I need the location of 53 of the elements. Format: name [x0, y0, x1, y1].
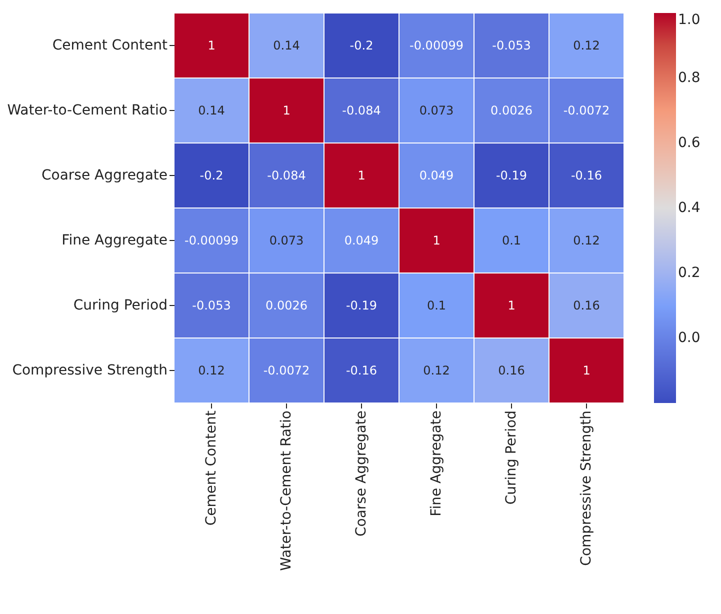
y-tick-label: Water-to-Cement Ratio	[7, 102, 168, 118]
x-tick-label: Water-to-Cement Ratio	[278, 410, 294, 571]
color-bar-label: 0.2	[678, 265, 700, 281]
color-bar-label: 1.0	[678, 12, 700, 28]
data-label: 0.0026	[490, 104, 532, 118]
data-label: -0.00099	[410, 38, 464, 52]
data-label: 0.1	[426, 298, 446, 312]
y-tick-label: Compressive Strength	[12, 362, 168, 378]
data-label: -0.084	[267, 168, 306, 182]
data-label: 0.073	[269, 234, 304, 248]
color-bar-label: 0.8	[678, 70, 700, 86]
data-label: -0.053	[492, 38, 531, 52]
data-label: 1	[282, 104, 290, 118]
color-bar-label: 0.4	[678, 200, 700, 216]
data-label: 0.14	[273, 38, 300, 52]
x-tick-label: Fine Aggregate	[428, 410, 444, 516]
data-label: -0.00099	[184, 234, 238, 248]
data-label: -0.2	[350, 38, 374, 52]
data-label: -0.053	[192, 298, 231, 312]
data-label: -0.0072	[263, 364, 310, 378]
data-label: 0.0026	[266, 298, 308, 312]
data-label: 0.12	[573, 234, 600, 248]
data-label: -0.084	[342, 104, 381, 118]
data-label: 0.16	[573, 298, 600, 312]
color-bar-label: 0.6	[678, 135, 700, 151]
data-label: 1	[582, 364, 590, 378]
data-label: 1	[208, 38, 216, 52]
x-tick-label: Curing Period	[504, 410, 520, 505]
y-tick-label: Curing Period	[73, 298, 168, 314]
data-label: -0.0072	[563, 104, 610, 118]
y-tick-label: Cement Content	[52, 38, 168, 54]
data-label: 1	[432, 234, 440, 248]
data-label: 0.12	[573, 38, 600, 52]
data-label: -0.16	[346, 364, 378, 378]
data-label: -0.19	[496, 168, 528, 182]
data-label: 0.12	[198, 364, 225, 378]
y-tick-label: Coarse Aggregate	[41, 168, 168, 184]
data-label: 0.049	[344, 234, 379, 248]
x-tick-label: Coarse Aggregate	[354, 410, 370, 537]
data-label: 0.073	[419, 104, 454, 118]
data-label: -0.19	[346, 298, 378, 312]
data-label: -0.16	[570, 168, 602, 182]
data-label: 0.12	[423, 364, 450, 378]
y-tick-label: Fine Aggregate	[62, 232, 168, 248]
x-tick-label: Compressive Strength	[578, 410, 594, 566]
data-label: 0.049	[419, 168, 454, 182]
data-label: 0.14	[198, 104, 225, 118]
data-label: 1	[358, 168, 366, 182]
color-bar-label: 0.0	[678, 330, 700, 346]
data-label: 0.1	[502, 234, 522, 248]
data-label: 1	[508, 298, 516, 312]
data-label: -0.2	[200, 168, 224, 182]
data-label: 0.16	[498, 364, 525, 378]
